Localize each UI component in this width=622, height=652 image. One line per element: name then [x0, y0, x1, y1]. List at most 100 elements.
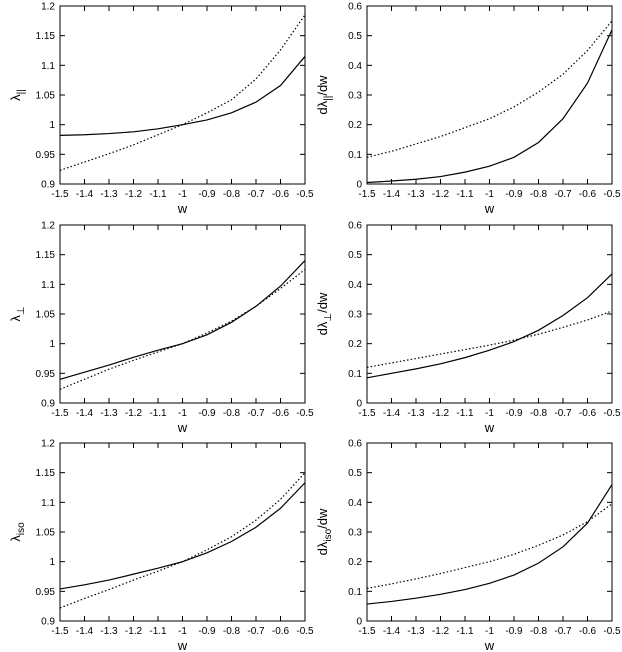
- y-tick-label: 0.1: [348, 587, 362, 598]
- x-tick-label: -1.2: [125, 189, 143, 200]
- y-axis-label: λ⊥: [8, 306, 27, 321]
- x-tick-label: -1.3: [100, 626, 118, 637]
- y-tick-label: 1.15: [36, 31, 56, 42]
- x-tick-label: -0.7: [554, 189, 572, 200]
- x-tick-label: -0.5: [296, 408, 314, 419]
- x-tick-label: -0.6: [579, 189, 597, 200]
- x-tick-label: -0.6: [272, 408, 290, 419]
- y-axis-label: λiso: [8, 522, 27, 542]
- x-tick-label: -0.6: [579, 408, 597, 419]
- y-tick-label: 1.2: [41, 221, 55, 232]
- x-tick-label: -1.4: [76, 408, 94, 419]
- x-tick-label: -1.5: [51, 626, 69, 637]
- y-tick-label: 0.6: [348, 439, 362, 450]
- x-tick-label: -0.9: [505, 189, 523, 200]
- x-tick-label: -1.5: [358, 626, 376, 637]
- x-tick-label: -0.8: [223, 408, 241, 419]
- x-tick-label: -1: [485, 626, 494, 637]
- y-tick-label: 1.1: [41, 61, 55, 72]
- series-line-solid: [59, 260, 306, 380]
- y-axis-label-subscript: ⊥: [323, 313, 334, 322]
- series-line-solid: [366, 484, 613, 605]
- y-tick-label: 0.9: [41, 617, 55, 628]
- x-tick-label: -0.8: [530, 408, 548, 419]
- x-axis-label: w: [484, 420, 495, 435]
- y-tick-label: 0.1: [348, 150, 362, 161]
- series-line-dotted: [59, 269, 306, 390]
- x-tick-label: -1: [178, 189, 187, 200]
- y-axis-label-subscript: ||: [323, 96, 334, 101]
- x-tick-label: -0.6: [272, 626, 290, 637]
- x-tick-label: -1.2: [125, 408, 143, 419]
- x-tick-label: -1.2: [432, 408, 450, 419]
- series-line-dotted: [366, 20, 613, 158]
- x-tick-label: -0.5: [296, 626, 314, 637]
- y-tick-label: 1.05: [36, 528, 56, 539]
- x-tick-label: -1.3: [100, 408, 118, 419]
- plot-frame: [366, 224, 613, 404]
- y-tick-label: 0.2: [348, 120, 362, 131]
- x-tick-label: -0.9: [505, 626, 523, 637]
- y-tick-label: 1.05: [36, 310, 56, 321]
- y-tick-label: 0.1: [348, 369, 362, 380]
- y-tick-label: 0.3: [348, 310, 362, 321]
- y-tick-label: 1.15: [36, 250, 56, 261]
- series-line-solid: [366, 29, 613, 184]
- x-tick-label: -0.9: [198, 408, 216, 419]
- y-tick-label: 0: [356, 617, 362, 628]
- x-tick-label: -1.3: [407, 189, 425, 200]
- y-axis-label-suffix: /dw: [315, 292, 330, 313]
- y-tick-label: 0.95: [36, 369, 56, 380]
- series-line-solid: [59, 482, 306, 590]
- y-axis-label-subscript: iso: [16, 522, 27, 535]
- x-tick-label: -1.4: [76, 189, 94, 200]
- y-tick-label: 0.6: [348, 2, 362, 13]
- y-axis-label-main: dλ: [315, 100, 330, 114]
- x-tick-label: -0.9: [198, 626, 216, 637]
- y-tick-label: 1.15: [36, 468, 56, 479]
- series-line-dotted: [366, 310, 613, 368]
- x-tick-label: -1.4: [76, 626, 94, 637]
- y-tick-label: 0.5: [348, 31, 362, 42]
- x-tick-label: -1.3: [407, 408, 425, 419]
- x-tick-label: -1.2: [125, 626, 143, 637]
- series-line-solid: [59, 56, 306, 136]
- x-axis-label: w: [484, 201, 495, 216]
- x-tick-label: -1.1: [456, 626, 474, 637]
- plot-frame: [59, 224, 306, 404]
- x-tick-label: -1.5: [51, 408, 69, 419]
- y-tick-label: 1: [49, 339, 55, 350]
- x-tick-label: -0.6: [272, 189, 290, 200]
- x-axis-label: w: [484, 638, 495, 652]
- y-tick-label: 0.9: [41, 399, 55, 410]
- y-tick-label: 0.4: [348, 498, 362, 509]
- chart-panel-3: -1.5 -1.4 -1.3 -1.2 -1.1 -1 -0.9 -0.8 -0.7 -0.6 -0…: [8, 221, 314, 436]
- x-tick-label: -1.5: [358, 189, 376, 200]
- chart-panel-4: -1.5 -1.4 -1.3 -1.2 -1.1 -1 -0.9 -0.8 -0.7 -0.6 -0…: [315, 221, 621, 436]
- y-tick-label: 0.5: [348, 468, 362, 479]
- x-axis-label: w: [177, 201, 188, 216]
- plot-frame: [366, 5, 613, 185]
- y-axis-label-main: dλ: [315, 541, 330, 555]
- x-tick-label: -0.8: [223, 626, 241, 637]
- x-tick-label: -0.7: [554, 626, 572, 637]
- x-tick-label: -1.4: [383, 408, 401, 419]
- y-tick-label: 0.6: [348, 221, 362, 232]
- plot-frame: [366, 442, 613, 622]
- y-tick-label: 0.3: [348, 91, 362, 102]
- y-axis-label-subscript: ||: [16, 89, 27, 94]
- x-tick-label: -1.1: [149, 189, 167, 200]
- x-tick-label: -1.3: [100, 189, 118, 200]
- y-axis-label: dλ⊥/dw: [315, 292, 334, 335]
- series-line-solid: [366, 273, 613, 379]
- x-tick-label: -0.7: [554, 408, 572, 419]
- y-tick-label: 0.9: [41, 180, 55, 191]
- y-axis-label-suffix: /dw: [315, 508, 330, 529]
- x-tick-label: -1: [485, 408, 494, 419]
- y-tick-label: 1.05: [36, 91, 56, 102]
- x-tick-label: -0.7: [247, 626, 265, 637]
- series-line-dotted: [366, 503, 613, 589]
- y-tick-label: 0.3: [348, 528, 362, 539]
- y-tick-label: 0.4: [348, 280, 362, 291]
- x-tick-label: -0.5: [603, 626, 621, 637]
